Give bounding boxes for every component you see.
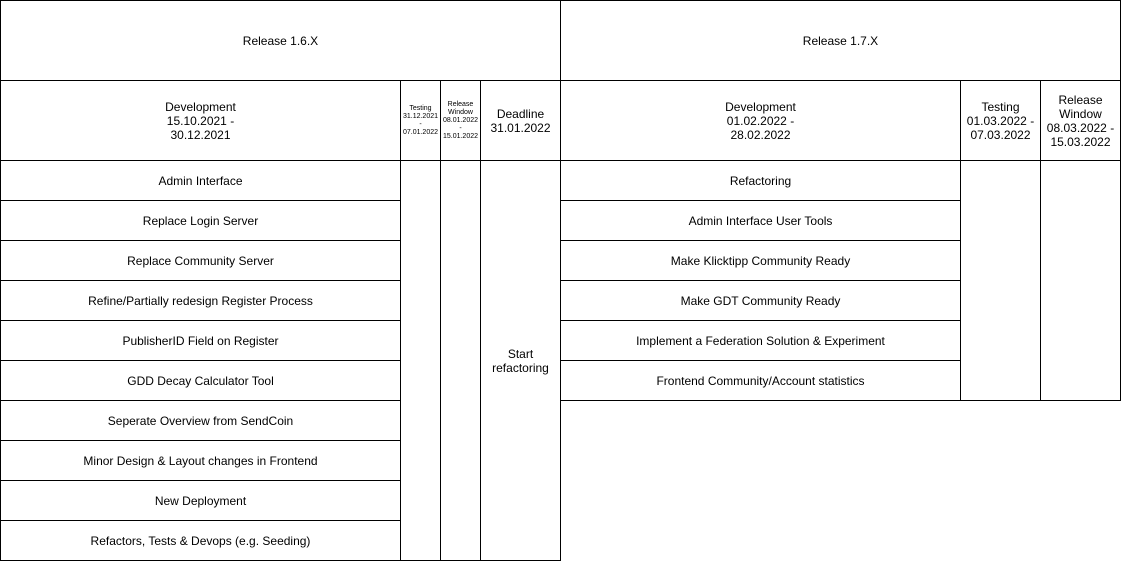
release-1-7-header: Release 1.7.X (560, 0, 1121, 81)
r16-release-window-span (440, 160, 481, 561)
r17-testing-span (960, 160, 1041, 401)
r16-item: Minor Design & Layout changes in Fronten… (0, 440, 401, 481)
r16-testing-phase: Testing 31.12.2021 - 07.01.2022 (400, 80, 441, 161)
r17-release-window-span (1040, 160, 1121, 401)
r17-item: Frontend Community/Account statistics (560, 360, 961, 401)
r16-release-window: Release Window 08.01.2022 - 15.01.2022 (440, 80, 481, 161)
r17-item: Admin Interface User Tools (560, 200, 961, 241)
release-1-6-header: Release 1.6.X (0, 0, 561, 81)
r16-item: Refactors, Tests & Devops (e.g. Seeding) (0, 520, 401, 561)
r17-item: Implement a Federation Solution & Experi… (560, 320, 961, 361)
r17-item: Make Klicktipp Community Ready (560, 240, 961, 281)
r16-item: New Deployment (0, 480, 401, 521)
r16-development-phase: Development 15.10.2021 - 30.12.2021 (0, 80, 401, 161)
r16-item: Admin Interface (0, 160, 401, 201)
r17-item: Make GDT Community Ready (560, 280, 961, 321)
r16-item: Refine/Partially redesign Register Proce… (0, 280, 401, 321)
r17-release-window: Release Window 08.03.2022 - 15.03.2022 (1040, 80, 1121, 161)
r16-deadline-note: Start refactoring (480, 160, 561, 561)
r16-testing-span (400, 160, 441, 561)
r16-item: PublisherID Field on Register (0, 320, 401, 361)
r16-item: GDD Decay Calculator Tool (0, 360, 401, 401)
r17-testing-phase: Testing 01.03.2022 - 07.03.2022 (960, 80, 1041, 161)
r17-development-phase: Development 01.02.2022 - 28.02.2022 (560, 80, 961, 161)
r16-item: Seperate Overview from SendCoin (0, 400, 401, 441)
r16-deadline: Deadline 31.01.2022 (480, 80, 561, 161)
r17-item: Refactoring (560, 160, 961, 201)
r16-item: Replace Community Server (0, 240, 401, 281)
r16-item: Replace Login Server (0, 200, 401, 241)
